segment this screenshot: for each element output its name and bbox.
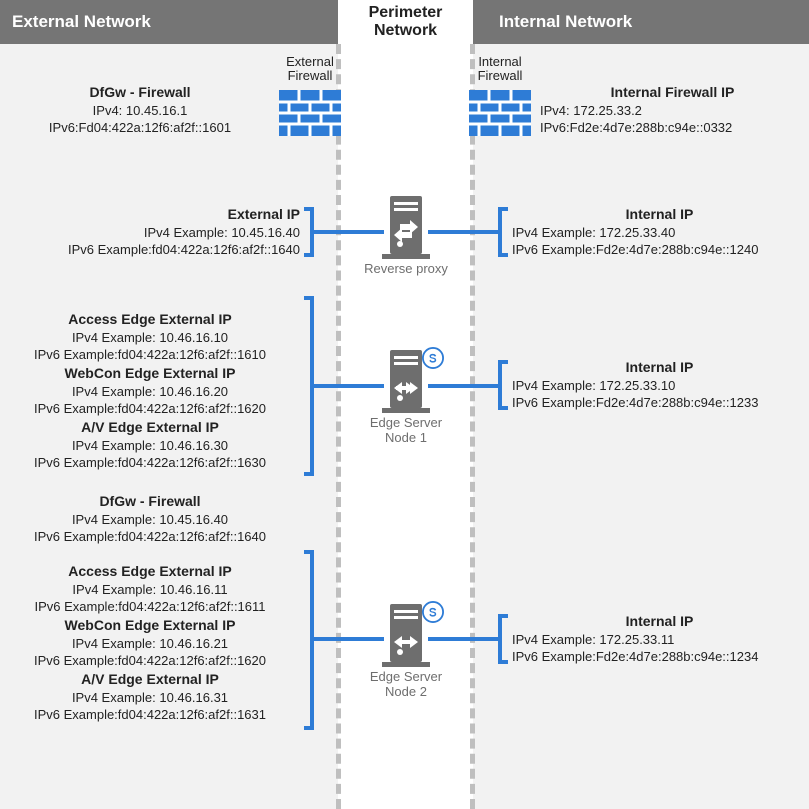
edge1-int-block: Internal IP IPv4 Example: 172.25.33.10 I… <box>512 358 807 412</box>
dfgw-title: DfGw - Firewall <box>10 83 270 102</box>
edge1-t1: Access Edge External IP <box>0 310 300 329</box>
edge1-a1: IPv4 Example: 10.46.16.10 <box>0 329 300 347</box>
edge2-int-ipv6: IPv6 Example:Fd2e:4d7e:288b:c94e::1234 <box>512 648 807 666</box>
edge1-ext-block: Access Edge External IP IPv4 Example: 10… <box>0 310 300 472</box>
edge1-t2: WebCon Edge External IP <box>0 364 300 383</box>
reverse-proxy-label: Reverse proxy <box>346 262 466 277</box>
edge1-b1: IPv4 Example: 10.46.16.20 <box>0 383 300 401</box>
edge1-c2: IPv6 Example:fd04:422a:12f6:af2f::1630 <box>0 454 300 472</box>
dfgw-ipv4: IPv4: 10.45.16.1 <box>10 102 270 120</box>
internal-column-bg <box>473 44 809 809</box>
edge2-int-title: Internal IP <box>512 612 807 631</box>
firewall-icon-external <box>279 90 341 136</box>
int-fw-lbl1: Internal <box>460 55 540 69</box>
edge2-int-block: Internal IP IPv4 Example: 172.25.33.11 I… <box>512 612 807 666</box>
edge1-label: Edge Server Node 1 <box>346 416 466 446</box>
edge1-int-ipv6: IPv6 Example:Fd2e:4d7e:288b:c94e::1233 <box>512 394 807 412</box>
bracket-edge1-ext <box>304 296 314 476</box>
header-perimeter-l1: Perimeter <box>369 4 443 22</box>
dfgw2-block: DfGw - Firewall IPv4 Example: 10.45.16.4… <box>0 492 300 546</box>
dfgw2-ipv4: IPv4 Example: 10.45.16.40 <box>0 511 300 529</box>
rp-ext-title: External IP <box>0 205 300 224</box>
skype-icon <box>422 347 444 369</box>
rp-ext-ipv4: IPv4 Example: 10.45.16.40 <box>0 224 300 242</box>
edge2-int-ipv4: IPv4 Example: 172.25.33.11 <box>512 631 807 649</box>
int-fw-ipv6: IPv6:Fd2e:4d7e:288b:c94e::0332 <box>540 119 805 137</box>
dfgw-ipv6: IPv6:Fd04:422a:12f6:af2f::1601 <box>10 119 270 137</box>
edge1-int-title: Internal IP <box>512 358 807 377</box>
edge1-c1: IPv4 Example: 10.46.16.30 <box>0 437 300 455</box>
edge2-c1: IPv4 Example: 10.46.16.31 <box>0 689 300 707</box>
int-fw-ipv4: IPv4: 172.25.33.2 <box>540 102 805 120</box>
edge2-label-l1: Edge Server <box>346 670 466 685</box>
header-perimeter: Perimeter Network <box>338 0 473 44</box>
firewall-icon-internal <box>469 90 531 136</box>
edge2-b1: IPv4 Example: 10.46.16.21 <box>0 635 300 653</box>
edge1-b2: IPv6 Example:fd04:422a:12f6:af2f::1620 <box>0 400 300 418</box>
edge2-label: Edge Server Node 2 <box>346 670 466 700</box>
int-fw-title: Internal Firewall IP <box>540 83 805 102</box>
internal-fw-block: Internal Firewall IP IPv4: 172.25.33.2 I… <box>540 83 805 137</box>
dfgw2-title: DfGw - Firewall <box>0 492 300 511</box>
dashed-border-right <box>470 44 475 809</box>
ext-fw-lbl2: Firewall <box>270 69 350 83</box>
conn-rp-int-line <box>428 230 500 234</box>
ext-fw-lbl1: External <box>270 55 350 69</box>
conn-rp-ext-line <box>314 230 384 234</box>
edge2-b2: IPv6 Example:fd04:422a:12f6:af2f::1620 <box>0 652 300 670</box>
dfgw-firewall-block: DfGw - Firewall IPv4: 10.45.16.1 IPv6:Fd… <box>10 83 270 137</box>
rp-ext-ipv6: IPv6 Example:fd04:422a:12f6:af2f::1640 <box>0 241 300 259</box>
rp-int-title: Internal IP <box>512 205 807 224</box>
edge1-int-ipv4: IPv4 Example: 172.25.33.10 <box>512 377 807 395</box>
edge2-t2: WebCon Edge External IP <box>0 616 300 635</box>
edge2-a2: IPv6 Example:fd04:422a:12f6:af2f::1611 <box>0 598 300 616</box>
dashed-border-left <box>336 44 341 809</box>
bracket-edge2-ext <box>304 550 314 730</box>
header-internal: Internal Network <box>473 0 809 44</box>
edge2-label-l2: Node 2 <box>346 685 466 700</box>
server-icon-reverse-proxy <box>382 196 430 266</box>
conn-edge1-ext-line <box>314 384 384 388</box>
rp-int-ipv6: IPv6 Example:Fd2e:4d7e:288b:c94e::1240 <box>512 241 807 259</box>
bracket-rp-ext <box>304 207 314 257</box>
int-fw-lbl2: Firewall <box>460 69 540 83</box>
conn-edge1-int-line <box>428 384 500 388</box>
external-firewall-label: External Firewall <box>270 55 350 84</box>
edge2-ext-block: Access Edge External IP IPv4 Example: 10… <box>0 562 300 724</box>
conn-edge2-ext-line <box>314 637 384 641</box>
rp-internal-ip-block: Internal IP IPv4 Example: 172.25.33.40 I… <box>512 205 807 259</box>
edge1-label-l1: Edge Server <box>346 416 466 431</box>
rp-int-ipv4: IPv4 Example: 172.25.33.40 <box>512 224 807 242</box>
dfgw2-ipv6: IPv6 Example:fd04:422a:12f6:af2f::1640 <box>0 528 300 546</box>
edge2-a1: IPv4 Example: 10.46.16.11 <box>0 581 300 599</box>
edge2-t3: A/V Edge External IP <box>0 670 300 689</box>
edge1-a2: IPv6 Example:fd04:422a:12f6:af2f::1610 <box>0 346 300 364</box>
internal-firewall-label: Internal Firewall <box>460 55 540 84</box>
rp-external-ip-block: External IP IPv4 Example: 10.45.16.40 IP… <box>0 205 300 259</box>
edge2-t1: Access Edge External IP <box>0 562 300 581</box>
edge2-c2: IPv6 Example:fd04:422a:12f6:af2f::1631 <box>0 706 300 724</box>
skype-icon <box>422 601 444 623</box>
edge1-t3: A/V Edge External IP <box>0 418 300 437</box>
conn-edge2-int-line <box>428 637 500 641</box>
header-external: External Network <box>0 0 338 44</box>
edge1-label-l2: Node 1 <box>346 431 466 446</box>
header-perimeter-l2: Network <box>374 22 437 40</box>
